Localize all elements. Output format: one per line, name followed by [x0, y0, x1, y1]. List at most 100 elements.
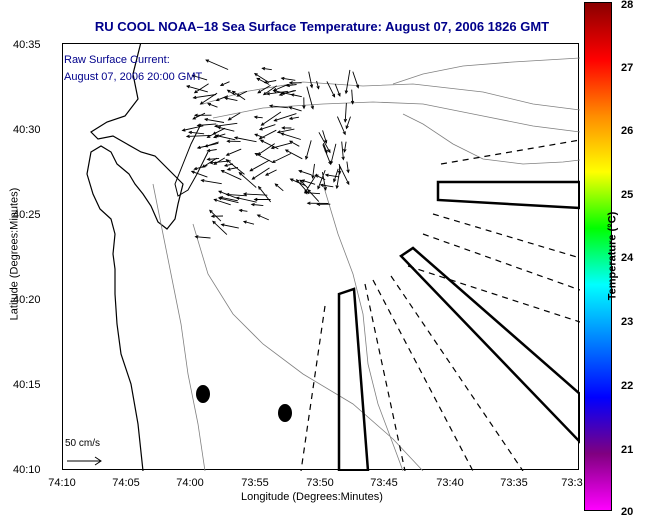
- current-vector-head: [212, 131, 217, 135]
- current-vector-head: [273, 118, 278, 122]
- current-vector: [322, 144, 332, 165]
- current-vector: [265, 169, 277, 176]
- current-vector: [272, 152, 292, 163]
- current-vector: [257, 214, 269, 221]
- buoy-marker: [278, 404, 292, 422]
- current-vector: [322, 130, 327, 143]
- current-vector-head: [196, 123, 201, 127]
- current-vector-head: [295, 179, 300, 183]
- current-vector-head: [265, 92, 271, 96]
- current-vector-head: [288, 81, 293, 85]
- current-vector-head: [258, 136, 263, 140]
- colorbar-tick: 23: [621, 316, 634, 328]
- current-vector-head: [342, 131, 346, 136]
- current-vector: [291, 94, 302, 98]
- current-vector: [281, 90, 297, 95]
- current-vector-head: [225, 152, 230, 156]
- current-vector: [227, 89, 236, 96]
- colorbar-tick: 27: [621, 62, 634, 74]
- current-vector: [254, 73, 270, 83]
- colorbar-tick: 26: [621, 125, 634, 137]
- x-tick-label: 73:35: [500, 477, 528, 489]
- current-vector: [256, 77, 270, 85]
- current-vector: [226, 193, 247, 197]
- current-vector: [289, 140, 300, 147]
- colorbar-tick: 20: [621, 506, 634, 518]
- current-vector: [213, 133, 226, 138]
- current-vector-head: [288, 106, 293, 110]
- current-vector: [351, 89, 354, 104]
- current-vector-head: [323, 186, 327, 191]
- current-vector: [237, 90, 248, 97]
- current-vector-head: [261, 66, 266, 71]
- y-tick-label: 40:10: [13, 464, 41, 476]
- current-vector-head: [206, 157, 211, 161]
- current-vector-head: [341, 156, 345, 161]
- current-vector: [262, 67, 272, 71]
- current-vector-head: [346, 181, 350, 186]
- current-legend: Raw Surface Current: August 07, 2006 20:…: [64, 52, 202, 86]
- current-vector-head: [355, 84, 360, 89]
- x-tick-label: 73:3: [561, 477, 583, 489]
- contour-line: [152, 183, 206, 471]
- current-vector: [254, 116, 263, 119]
- current-vector-head: [262, 91, 267, 96]
- current-vector-head: [213, 134, 217, 139]
- current-vector: [275, 183, 284, 192]
- current-vector-head: [220, 223, 225, 227]
- current-vector-head: [219, 196, 224, 200]
- current-vector-head: [319, 183, 324, 187]
- current-vector-head: [194, 235, 199, 239]
- current-vector: [192, 75, 208, 81]
- current-vector: [239, 172, 257, 188]
- current-vector: [257, 143, 275, 156]
- scale-label: 50 cm/s: [65, 438, 101, 449]
- current-vector: [308, 71, 313, 88]
- current-vector: [346, 161, 349, 173]
- map-plot-area[interactable]: [62, 43, 580, 471]
- current-vector: [307, 189, 320, 202]
- current-vector-head: [256, 214, 261, 218]
- current-vector-head: [190, 170, 195, 174]
- scale-arrow: [67, 456, 102, 466]
- current-vector-head: [337, 92, 341, 97]
- current-vector-head: [280, 132, 285, 136]
- current-vector-head: [281, 126, 286, 130]
- current-vector: [212, 220, 228, 235]
- current-vector-head: [324, 173, 329, 177]
- current-vector: [221, 170, 242, 181]
- current-vector: [186, 134, 211, 137]
- current-vector-head: [305, 155, 309, 161]
- current-vector-head: [253, 197, 258, 202]
- current-vector-head: [259, 139, 264, 143]
- current-vector-head: [210, 214, 215, 218]
- current-vector: [343, 141, 347, 152]
- current-vector-head: [274, 183, 279, 187]
- current-vector: [228, 112, 241, 121]
- current-vector: [216, 95, 229, 101]
- current-vector-head: [331, 93, 336, 98]
- current-vector: [259, 129, 277, 140]
- contour-line: [212, 101, 580, 133]
- current-vector: [243, 193, 268, 196]
- current-vector: [214, 122, 238, 127]
- current-vector: [213, 157, 226, 165]
- current-vector: [326, 81, 336, 98]
- current-vector: [281, 77, 296, 81]
- contour-line: [202, 81, 580, 111]
- current-vector: [239, 209, 248, 212]
- current-vector: [209, 209, 222, 222]
- traffic-lane: [337, 287, 370, 471]
- current-vector-head: [196, 145, 201, 150]
- current-vector-head: [185, 134, 190, 139]
- current-vector: [226, 148, 242, 156]
- current-legend-line2: August 07, 2006 20:00 GMT: [64, 71, 203, 83]
- current-vector: [269, 105, 289, 109]
- y-tick-label: 40:20: [13, 294, 41, 306]
- current-vector-head: [258, 127, 263, 131]
- current-vector: [306, 86, 314, 109]
- current-vector-head: [256, 77, 261, 82]
- current-vector-head: [192, 95, 197, 100]
- current-vector: [224, 97, 238, 102]
- current-vector-head: [201, 164, 206, 168]
